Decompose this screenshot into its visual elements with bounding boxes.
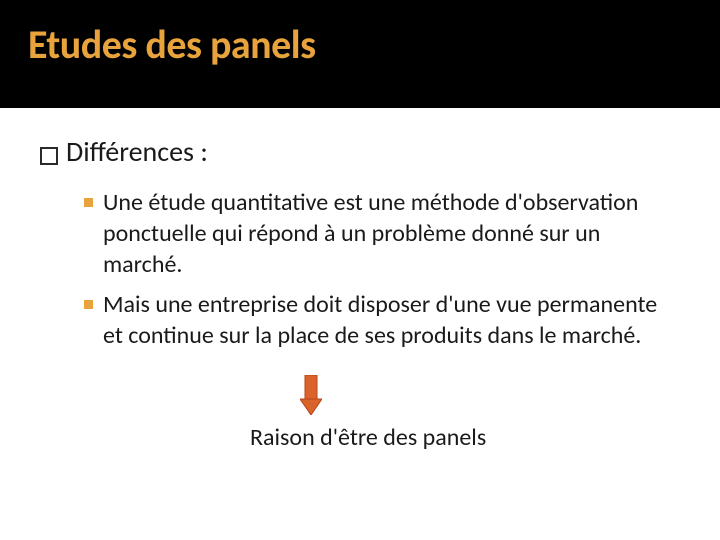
conclusion-text: Raison d'être des panels — [250, 423, 680, 452]
slide-title: Etudes des panels — [28, 20, 692, 69]
list-item: Mais une entreprise doit disposer d'une … — [84, 289, 660, 351]
bullet-marker-icon — [84, 198, 93, 207]
section-heading-row: Différences : — [40, 134, 680, 169]
slide-content: Différences : Une étude quantitative est… — [0, 108, 720, 452]
bullet-marker-icon — [84, 300, 93, 309]
square-bullet-icon — [40, 147, 58, 165]
list-item: Une étude quantitative est une méthode d… — [84, 187, 660, 281]
bullet-list: Une étude quantitative est une méthode d… — [84, 187, 660, 351]
conclusion-block: Raison d'être des panels — [250, 375, 680, 452]
section-heading: Différences : — [66, 134, 208, 169]
slide-header: Etudes des panels — [0, 0, 720, 108]
bullet-text: Une étude quantitative est une méthode d… — [103, 187, 660, 281]
down-arrow-icon — [300, 375, 322, 415]
bullet-text: Mais une entreprise doit disposer d'une … — [103, 289, 660, 351]
